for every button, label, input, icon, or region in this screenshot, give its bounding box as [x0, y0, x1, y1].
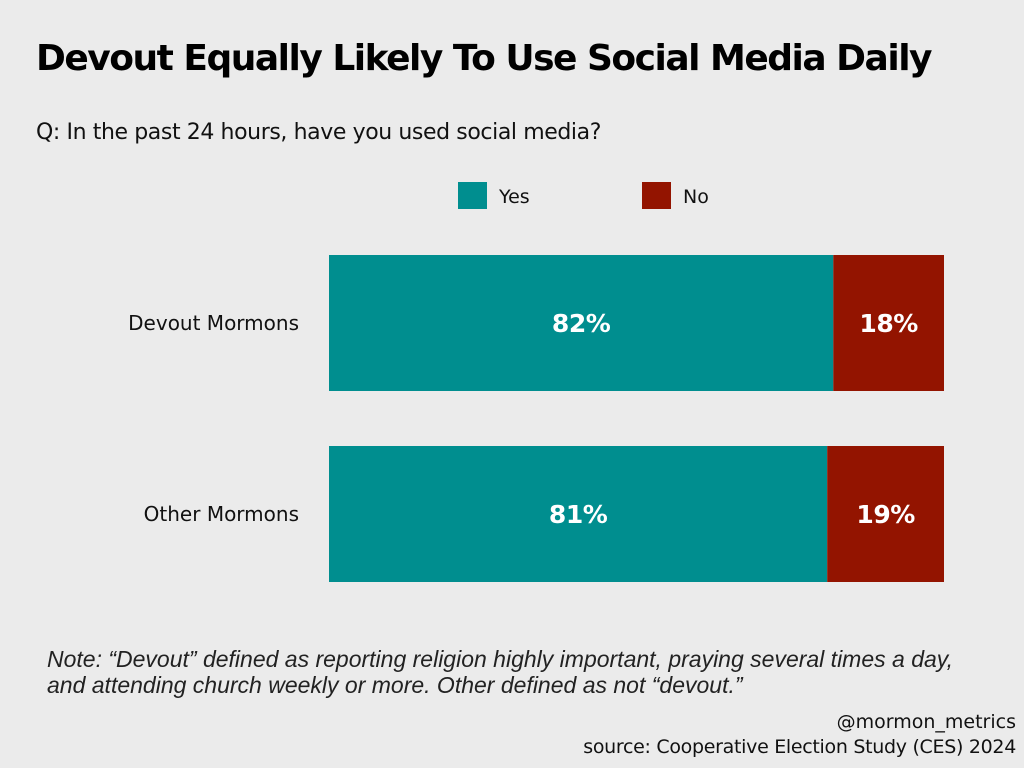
bar-no-devout-mormons: [833, 255, 944, 391]
legend-label-yes: Yes: [498, 186, 530, 208]
legend-swatch-yes: [458, 182, 487, 209]
legend-label-no: No: [683, 186, 709, 208]
chart-subtitle: Q: In the past 24 hours, have you used s…: [36, 120, 602, 145]
data-label-no-other-mormons: 19%: [856, 500, 915, 529]
source-credit: source: Cooperative Election Study (CES)…: [583, 736, 1016, 758]
data-label-yes-devout-mormons: 82%: [552, 309, 611, 338]
bar-yes-devout-mormons: [329, 255, 834, 391]
bar-no-other-mormons: [827, 446, 944, 582]
author-handle: @mormon_metrics: [836, 711, 1016, 733]
chart-title: Devout Equally Likely To Use Social Medi…: [36, 38, 933, 79]
category-label-devout-mormons: Devout Mormons: [128, 311, 299, 335]
legend-swatch-no: [642, 182, 671, 209]
stacked-bar-chart: Yes No Devout Mormons 82% 18% Other Mormons 81…: [128, 182, 944, 582]
bar-yes-other-mormons: [329, 446, 828, 582]
data-label-yes-other-mormons: 81%: [549, 500, 608, 529]
footnote: Note: “Devout” defined as reporting reli…: [47, 646, 953, 698]
category-label-other-mormons: Other Mormons: [144, 502, 299, 526]
data-label-no-devout-mormons: 18%: [859, 309, 918, 338]
